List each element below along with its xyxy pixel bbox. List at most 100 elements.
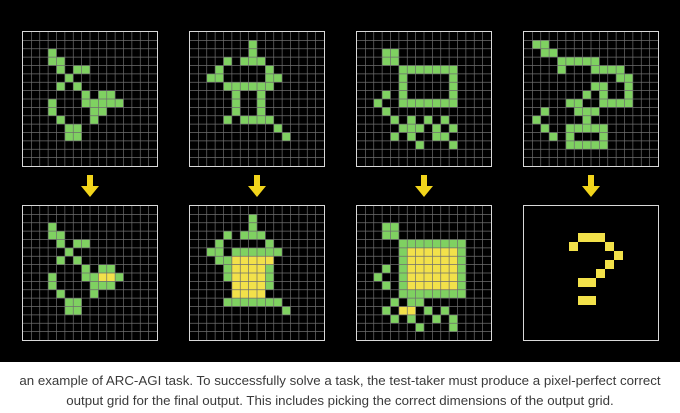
green-cell xyxy=(415,65,424,74)
green-cell xyxy=(424,239,433,248)
example-1-input-grid xyxy=(22,31,158,167)
green-cell xyxy=(449,90,458,99)
green-cell xyxy=(257,115,266,125)
yellow-cell xyxy=(415,281,424,290)
green-cell xyxy=(574,107,583,116)
green-cell xyxy=(440,99,450,108)
green-cell xyxy=(273,247,283,257)
green-cell xyxy=(106,99,116,108)
green-cell xyxy=(231,90,241,99)
green-cell xyxy=(223,231,232,240)
yellow-cell xyxy=(424,273,433,282)
green-cell xyxy=(398,273,408,282)
yellow-cell xyxy=(231,256,241,265)
green-cell xyxy=(215,239,224,248)
green-cell xyxy=(48,273,57,282)
green-cell xyxy=(231,247,241,257)
green-cell xyxy=(415,99,424,108)
yellow-cell xyxy=(440,247,450,257)
yellow-cell xyxy=(440,256,450,265)
green-cell xyxy=(64,124,74,133)
green-cell xyxy=(98,90,107,99)
green-cell xyxy=(382,48,391,58)
yellow-cell xyxy=(449,256,458,265)
test-output-unknown xyxy=(523,205,659,341)
green-cell xyxy=(48,222,57,232)
green-cell xyxy=(582,124,591,133)
green-cell xyxy=(81,90,90,99)
green-cell xyxy=(73,306,82,315)
green-cell xyxy=(407,99,416,108)
green-cell xyxy=(81,99,90,108)
arrow-down-icon xyxy=(81,175,99,197)
green-cell xyxy=(390,115,399,125)
green-cell xyxy=(81,65,90,74)
green-cell xyxy=(248,48,257,58)
green-cell xyxy=(449,289,458,299)
green-cell xyxy=(565,99,575,108)
green-cell xyxy=(457,289,466,299)
green-cell xyxy=(73,65,82,74)
green-cell xyxy=(382,90,391,99)
green-cell xyxy=(48,99,57,108)
green-cell xyxy=(231,107,241,116)
caption-line-2: output grid for the final output. This i… xyxy=(66,393,614,408)
green-cell xyxy=(81,273,90,282)
yellow-cell xyxy=(240,289,249,299)
green-cell xyxy=(415,124,424,133)
green-cell xyxy=(56,65,65,74)
green-cell xyxy=(115,99,124,108)
green-cell xyxy=(398,99,408,108)
green-cell xyxy=(215,247,224,257)
grid-svg xyxy=(357,32,491,166)
yellow-cell xyxy=(432,247,441,257)
green-cell xyxy=(440,289,450,299)
yellow-cell xyxy=(231,281,241,290)
green-cell xyxy=(449,73,458,83)
green-cell xyxy=(407,65,416,74)
green-cell xyxy=(90,289,99,299)
green-cell xyxy=(282,132,291,141)
green-cell xyxy=(390,222,399,232)
green-cell xyxy=(549,48,558,58)
green-cell xyxy=(382,264,391,273)
green-cell xyxy=(624,90,633,99)
green-cell xyxy=(382,306,391,315)
arc-agi-figure xyxy=(0,0,680,362)
example-3-output-grid xyxy=(356,205,492,341)
yellow-cell xyxy=(440,273,450,282)
green-cell xyxy=(449,65,458,74)
grid-svg xyxy=(357,206,491,340)
grid-svg xyxy=(23,206,157,340)
green-cell xyxy=(565,132,575,141)
green-cell xyxy=(582,140,591,150)
green-cell xyxy=(373,273,383,282)
green-cell xyxy=(90,107,99,116)
green-cell xyxy=(248,115,257,125)
yellow-cell xyxy=(257,281,266,290)
yellow-cell xyxy=(424,264,433,273)
green-cell xyxy=(90,99,99,108)
green-cell xyxy=(398,82,408,91)
green-cell xyxy=(407,314,416,324)
green-cell xyxy=(382,107,391,116)
yellow-cell xyxy=(449,281,458,290)
green-cell xyxy=(432,289,441,299)
green-cell xyxy=(407,124,416,133)
green-cell xyxy=(557,65,566,74)
green-cell xyxy=(398,289,408,299)
green-cell xyxy=(398,124,408,133)
green-cell xyxy=(98,281,107,290)
green-cell xyxy=(440,239,450,248)
green-cell xyxy=(565,57,575,66)
green-cell xyxy=(616,65,625,74)
green-cell xyxy=(265,281,274,290)
green-cell xyxy=(432,314,441,324)
green-cell xyxy=(240,298,249,307)
green-cell xyxy=(215,65,224,74)
green-cell xyxy=(265,73,274,83)
yellow-cell xyxy=(449,273,458,282)
green-cell xyxy=(591,140,600,150)
green-cell xyxy=(215,73,224,83)
green-cell xyxy=(265,65,274,74)
